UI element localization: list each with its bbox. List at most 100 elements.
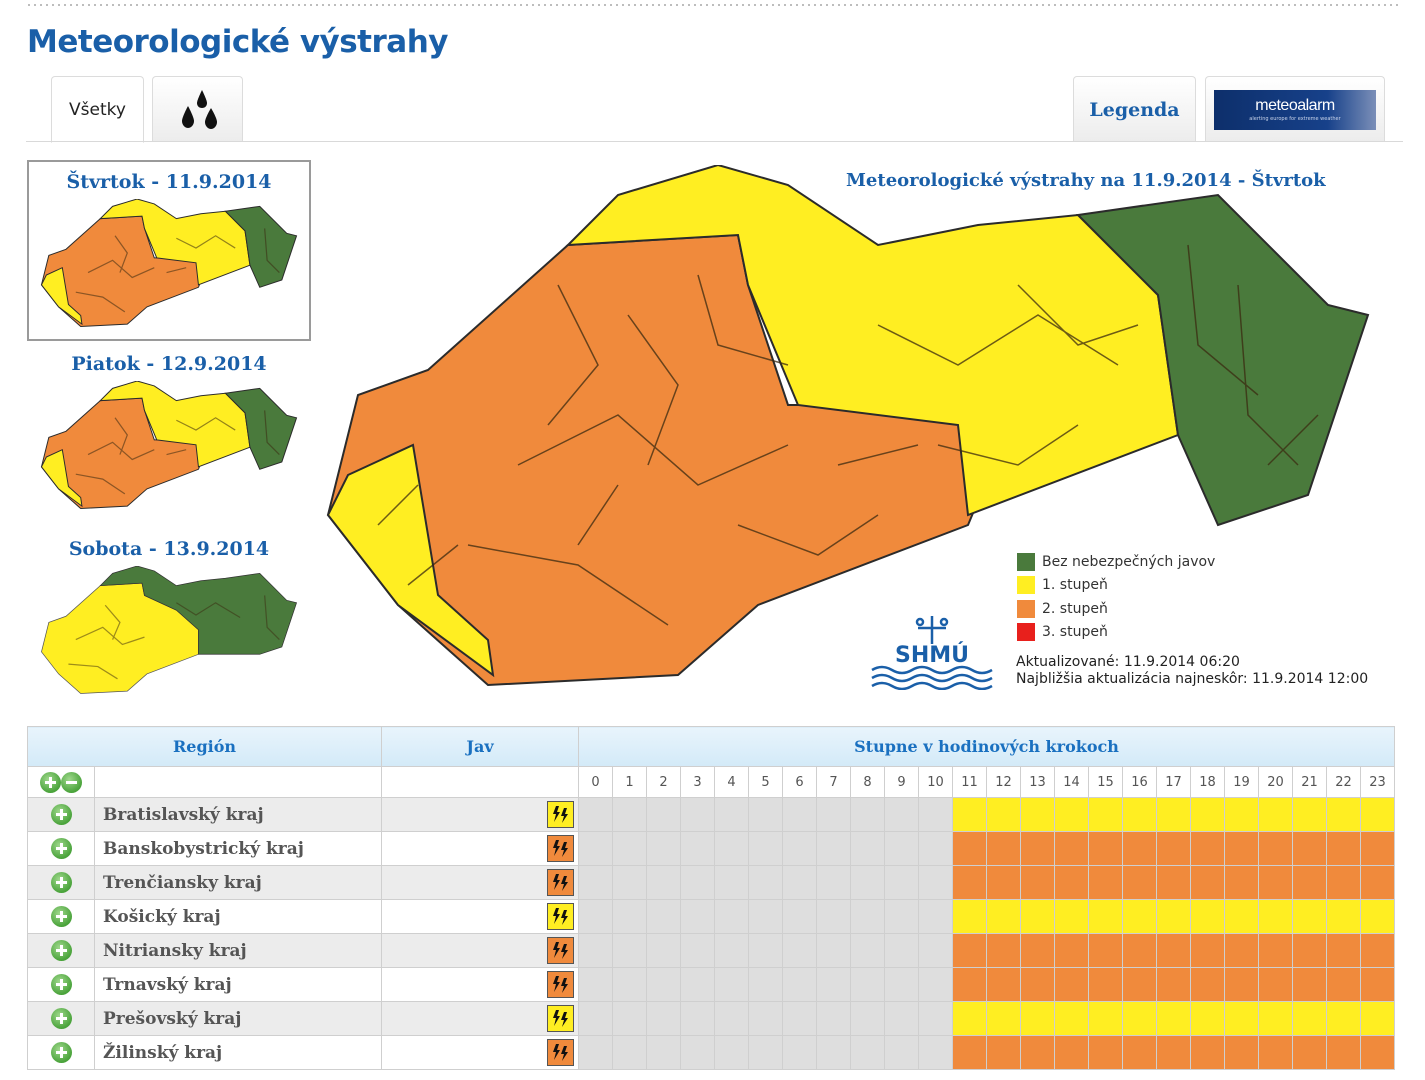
hour-cell [1258, 865, 1293, 900]
tab-legend[interactable]: Legenda [1073, 76, 1196, 142]
expand-row-icon[interactable] [50, 872, 72, 893]
expand-row-icon[interactable] [50, 974, 72, 995]
hour-header-cell: 9 [884, 766, 919, 798]
hour-cell [1054, 797, 1089, 832]
hour-cell [816, 1001, 851, 1036]
hour-cell [1224, 1001, 1259, 1036]
hour-cell [612, 797, 647, 832]
hour-cell [1156, 831, 1191, 866]
hour-cell [952, 831, 987, 866]
hour-cell [1292, 967, 1327, 1002]
hour-cell [1326, 831, 1361, 866]
region-name: Banskobystrický kraj [94, 831, 382, 866]
expand-row-icon[interactable] [50, 1008, 72, 1029]
hour-cell [680, 933, 715, 968]
day-thumb-3[interactable]: Sobota - 13.9.2014 [27, 530, 311, 710]
hour-cell [1258, 1035, 1293, 1070]
hour-header-cell: 5 [748, 766, 783, 798]
hour-cell [1224, 933, 1259, 968]
expand-all-icon[interactable] [40, 771, 61, 793]
expand-row-icon[interactable] [50, 1042, 72, 1063]
legend-swatch-red [1017, 623, 1035, 642]
expand-row-icon[interactable] [50, 906, 72, 927]
legend-swatch-orange [1017, 599, 1035, 618]
hour-cell [748, 831, 783, 866]
hour-cell [1326, 1035, 1361, 1070]
hour-cell [646, 933, 681, 968]
hour-cell [1292, 865, 1327, 900]
table-row[interactable]: Nitriansky kraj [27, 933, 1395, 968]
expand-row-icon[interactable] [50, 838, 72, 859]
expand-cell [27, 831, 95, 866]
hour-cell [1156, 1001, 1191, 1036]
hour-cell [578, 1035, 613, 1070]
meteoalarm-logo-subtext: alerting europe for extreme weather [1249, 116, 1341, 122]
table-row[interactable]: Trnavský kraj [27, 967, 1395, 1002]
update-info: Aktualizované: 11.9.2014 06:20 Najbližši… [1016, 654, 1376, 688]
hour-cell [714, 1001, 749, 1036]
hour-cell [578, 899, 613, 934]
hour-cell [986, 1035, 1021, 1070]
hour-header-cell: 8 [850, 766, 885, 798]
map-title: Meteorologické výstrahy na 11.9.2014 - Š… [846, 170, 1326, 191]
hour-cell [612, 967, 647, 1002]
hour-cell [748, 933, 783, 968]
hour-cell [850, 1001, 885, 1036]
hour-cell [1360, 1001, 1395, 1036]
hour-cell [816, 831, 851, 866]
table-row[interactable]: Trenčiansky kraj [27, 865, 1395, 900]
hour-cell [1224, 865, 1259, 900]
collapse-all-icon[interactable] [61, 771, 82, 793]
hour-cell [850, 865, 885, 900]
hour-cell [646, 899, 681, 934]
hour-cell [612, 1035, 647, 1070]
tab-rain[interactable] [152, 76, 243, 142]
hour-cell [782, 1001, 817, 1036]
hour-cell [1326, 865, 1361, 900]
tab-meteoalarm[interactable]: meteoalarm alerting europe for extreme w… [1205, 76, 1385, 142]
hour-cell [884, 831, 919, 866]
hour-cell [1054, 933, 1089, 968]
hour-cell [1292, 1001, 1327, 1036]
hour-header-cell: 1 [612, 766, 647, 798]
hour-cell [646, 1035, 681, 1070]
table-row[interactable]: Košický kraj [27, 899, 1395, 934]
tab-all[interactable]: Všetky [51, 76, 144, 143]
meteoalarm-logo-text: meteoalarm [1255, 97, 1335, 114]
hour-cell [1122, 899, 1157, 934]
hour-cell [1190, 899, 1225, 934]
svg-text:SHMÚ: SHMÚ [895, 642, 969, 668]
hour-cell [782, 899, 817, 934]
hour-cell [1122, 1001, 1157, 1036]
map-legend: Bez nebezpečných javov 1. stupeň 2. stup… [1017, 550, 1215, 644]
expand-row-icon[interactable] [50, 940, 72, 961]
table-row[interactable]: Banskobystrický kraj [27, 831, 1395, 866]
region-name: Bratislavský kraj [94, 797, 382, 832]
legend-item-level-2: 2. stupeň [1017, 597, 1215, 621]
table-row[interactable]: Prešovský kraj [27, 1001, 1395, 1036]
hour-cell [850, 899, 885, 934]
hour-cell [952, 967, 987, 1002]
table-row[interactable]: Žilinský kraj [27, 1035, 1395, 1070]
legend-label: 3. stupeň [1042, 624, 1108, 641]
hour-cell [1122, 865, 1157, 900]
day-thumb-2[interactable]: Piatok - 12.9.2014 [27, 345, 311, 525]
jav-cell [381, 1001, 579, 1036]
expand-row-icon[interactable] [50, 804, 72, 825]
hour-cell [1054, 967, 1089, 1002]
day-thumb-title: Štvrtok - 11.9.2014 [66, 171, 272, 193]
hour-cell [1190, 1001, 1225, 1036]
hour-cell [816, 797, 851, 832]
hour-cell [646, 831, 681, 866]
hour-cell [1224, 797, 1259, 832]
hour-cell [1292, 831, 1327, 866]
hour-cell [578, 1001, 613, 1036]
hour-cell [986, 933, 1021, 968]
hour-cell [850, 831, 885, 866]
hour-cell [1258, 899, 1293, 934]
hour-cell [782, 967, 817, 1002]
day-thumb-1[interactable]: Štvrtok - 11.9.2014 [27, 160, 311, 341]
hour-header-cell: 4 [714, 766, 749, 798]
hour-cell [1258, 797, 1293, 832]
table-row[interactable]: Bratislavský kraj [27, 797, 1395, 832]
